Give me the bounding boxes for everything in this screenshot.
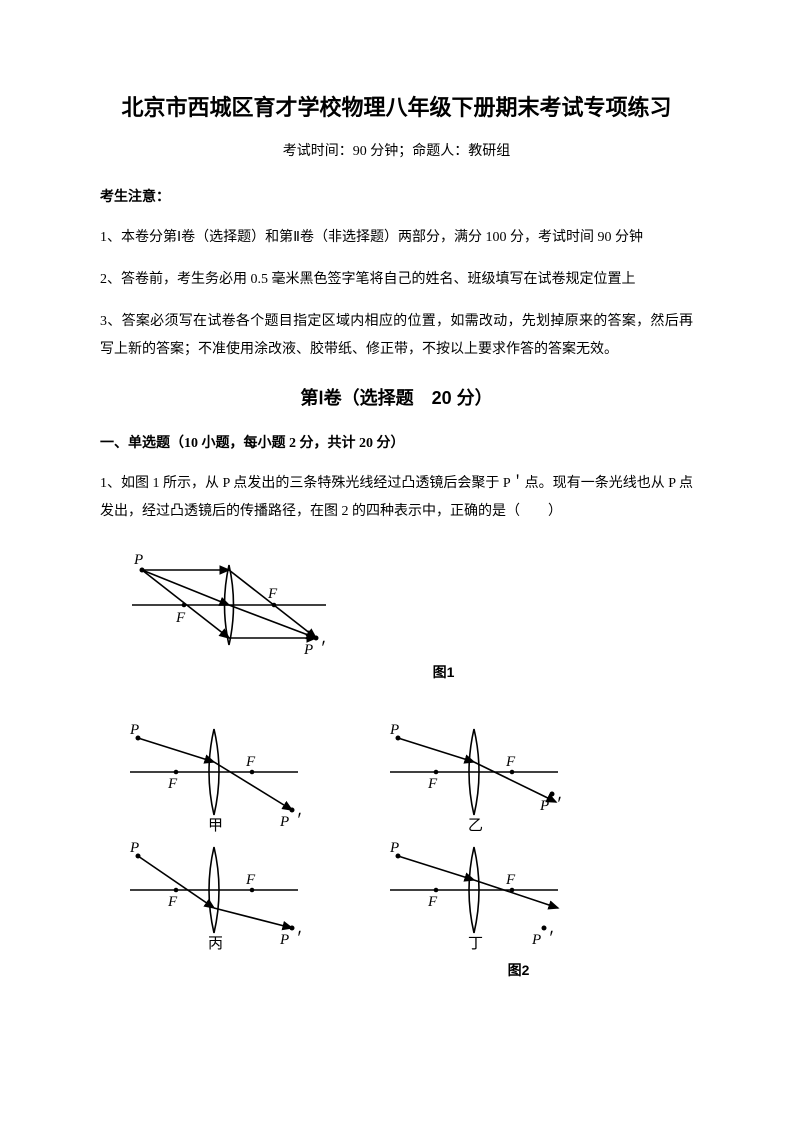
figure-2-row-bottom: P F F P＇ 丙 P F F xyxy=(124,840,693,950)
svg-text:P＇: P＇ xyxy=(279,930,304,948)
notice-item: 3、答案必须写在试卷各个题目指定区域内相应的位置，如需改动，先划掉原来的答案，然… xyxy=(100,308,693,364)
svg-text:F: F xyxy=(245,872,256,888)
svg-text:F: F xyxy=(167,894,178,910)
svg-text:F: F xyxy=(167,776,178,792)
figure-1-caption: 图1 xyxy=(194,662,693,682)
svg-text:P: P xyxy=(129,840,139,856)
page-subtitle: 考试时间：90 分钟；命题人：教研组 xyxy=(100,140,693,160)
svg-text:P＇: P＇ xyxy=(279,812,304,830)
svg-text:P＇: P＇ xyxy=(303,640,328,658)
panel-jia: P F F P＇ 甲 xyxy=(124,722,304,832)
svg-text:F: F xyxy=(505,754,516,770)
svg-text:F: F xyxy=(175,610,186,626)
part-title: 第Ⅰ卷（选择题 20 分） xyxy=(100,384,693,410)
svg-text:P: P xyxy=(389,722,399,738)
svg-text:甲: 甲 xyxy=(208,818,223,832)
question-text: 1、如图 1 所示，从 P 点发出的三条特殊光线经过凸透镜后会聚于 P＇点。现有… xyxy=(100,470,693,526)
svg-text:乙: 乙 xyxy=(468,818,483,832)
svg-text:F: F xyxy=(427,776,438,792)
svg-text:P＇: P＇ xyxy=(531,930,556,948)
figure-1-diagram: P F F P＇ xyxy=(124,550,334,660)
svg-text:F: F xyxy=(267,586,278,602)
svg-text:F: F xyxy=(245,754,256,770)
svg-text:丙: 丙 xyxy=(208,936,223,950)
panel-yi: P F F P＇ 乙 xyxy=(384,722,564,832)
notice-item: 2、答卷前，考生务必用 0.5 毫米黑色签字笔将自己的姓名、班级填写在试卷规定位… xyxy=(100,266,693,294)
notice-heading: 考生注意： xyxy=(100,186,693,206)
figure-2-row-top: P F F P＇ 甲 P F F xyxy=(124,722,693,832)
notice-item: 1、本卷分第Ⅰ卷（选择题）和第Ⅱ卷（非选择题）两部分，满分 100 分，考试时间… xyxy=(100,224,693,252)
section-heading: 一、单选题（10 小题，每小题 2 分，共计 20 分） xyxy=(100,432,693,452)
svg-text:P: P xyxy=(133,552,143,568)
svg-text:丁: 丁 xyxy=(468,936,483,950)
svg-text:P: P xyxy=(129,722,139,738)
svg-text:P: P xyxy=(389,840,399,856)
panel-ding: P F F P＇ 丁 xyxy=(384,840,564,950)
figure-2-caption: 图2 xyxy=(344,960,693,980)
svg-text:F: F xyxy=(427,894,438,910)
figure-area: P F F P＇ 图1 P F F P＇ xyxy=(124,550,693,980)
panel-bing: P F F P＇ 丙 xyxy=(124,840,304,950)
svg-text:P＇: P＇ xyxy=(539,796,564,814)
page-title: 北京市西城区育才学校物理八年级下册期末考试专项练习 xyxy=(100,90,693,122)
svg-text:F: F xyxy=(505,872,516,888)
